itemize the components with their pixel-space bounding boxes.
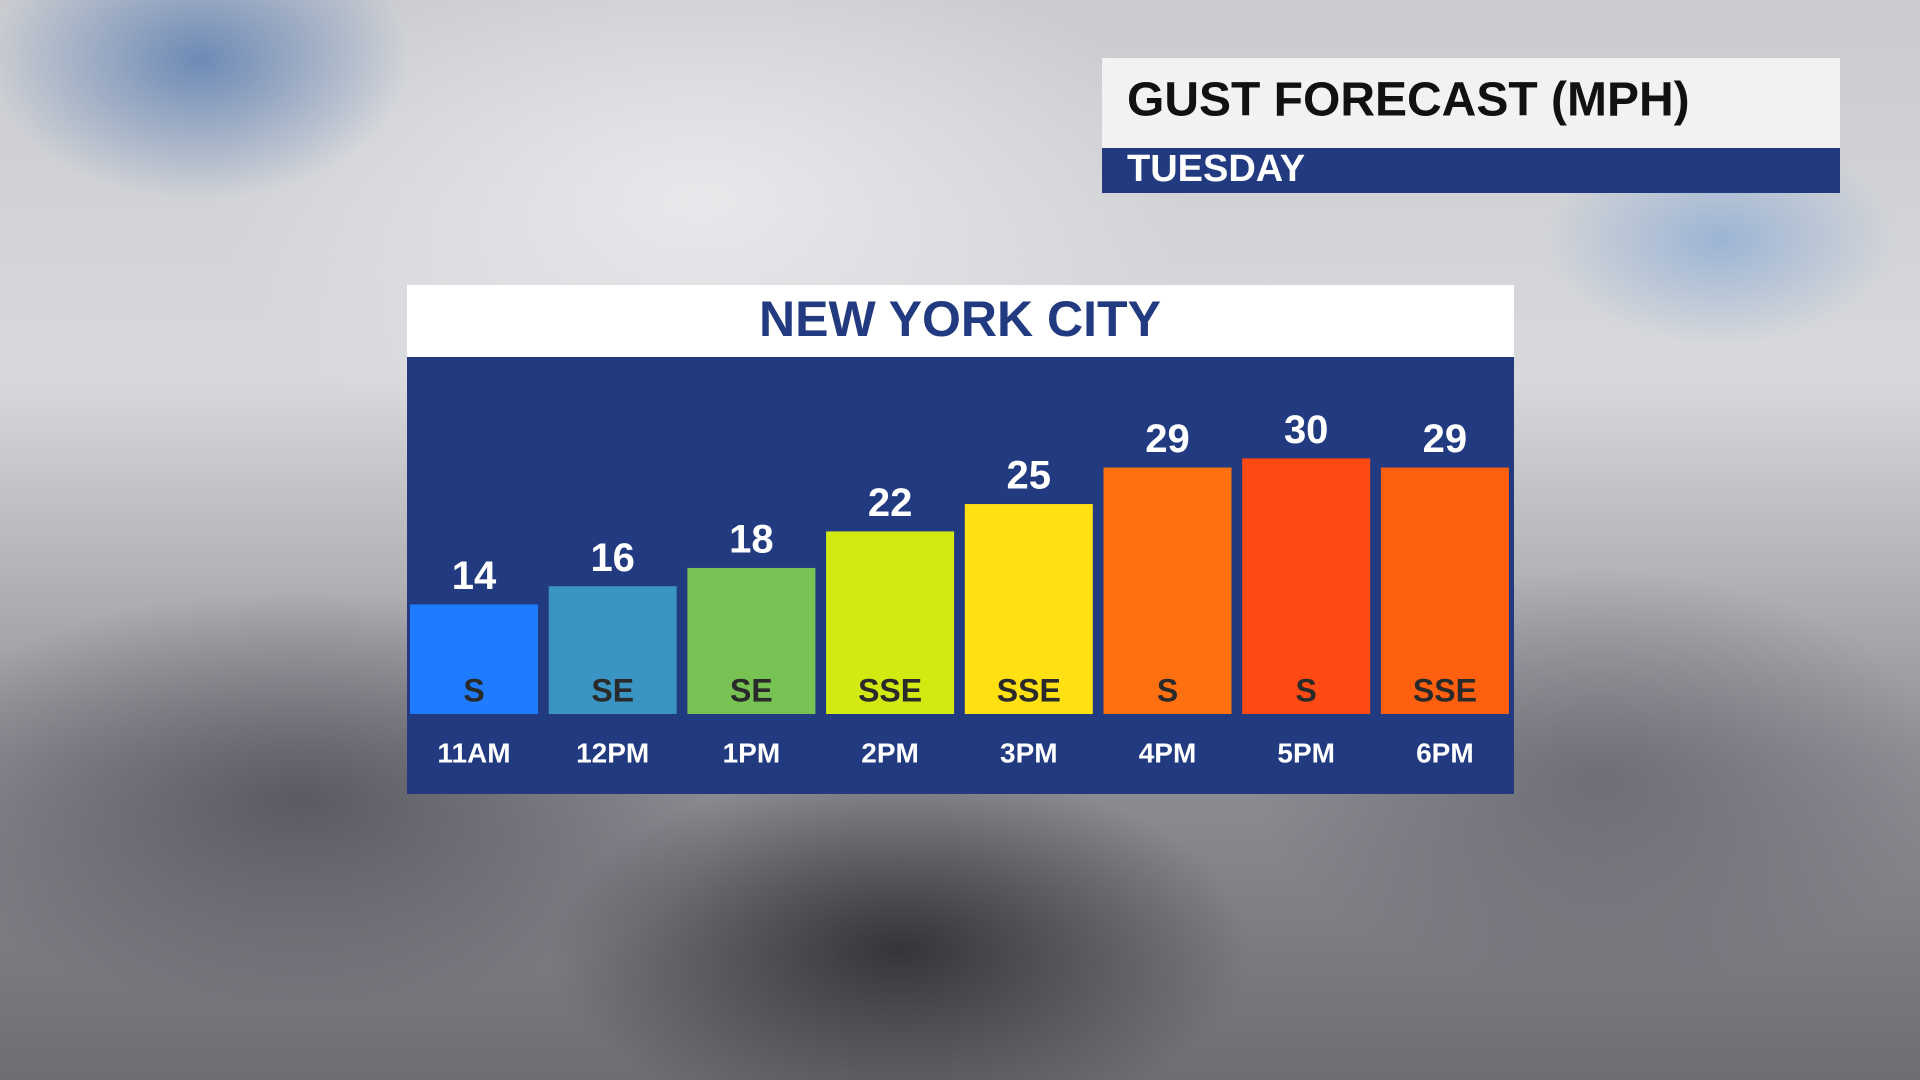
subtitle-box bbox=[1102, 148, 1840, 193]
bar bbox=[826, 531, 955, 714]
x-tick-label: 5PM bbox=[1277, 737, 1335, 768]
title-box bbox=[1102, 58, 1840, 148]
bar bbox=[548, 586, 677, 714]
x-tick-label: 2PM bbox=[861, 737, 919, 768]
chart-title: GUST FORECAST (MPH) bbox=[1127, 74, 1690, 127]
bar bbox=[964, 504, 1093, 714]
bar bbox=[1380, 467, 1509, 714]
direction-label: SE bbox=[730, 672, 773, 708]
panel-header bbox=[407, 285, 1514, 357]
value-label: 22 bbox=[868, 481, 913, 525]
bar bbox=[1242, 458, 1371, 714]
x-tick-label: 12PM bbox=[576, 737, 649, 768]
x-tick-label: 1PM bbox=[723, 737, 781, 768]
x-tick-label: 3PM bbox=[1000, 737, 1058, 768]
direction-label: S bbox=[463, 672, 484, 708]
bar bbox=[1103, 467, 1232, 714]
panel-title: NEW YORK CITY bbox=[759, 291, 1161, 347]
direction-label: SE bbox=[591, 672, 634, 708]
value-label: 30 bbox=[1284, 408, 1329, 452]
value-label: 29 bbox=[1423, 417, 1468, 461]
x-tick-label: 6PM bbox=[1416, 737, 1474, 768]
value-label: 16 bbox=[590, 536, 635, 580]
x-tick-label: 4PM bbox=[1139, 737, 1197, 768]
value-label: 18 bbox=[729, 518, 774, 562]
bar bbox=[687, 567, 816, 714]
value-label: 25 bbox=[1007, 454, 1052, 498]
direction-label: S bbox=[1296, 672, 1317, 708]
direction-label: S bbox=[1157, 672, 1178, 708]
direction-label: SSE bbox=[1413, 672, 1477, 708]
x-tick-label: 11AM bbox=[437, 737, 510, 768]
chart-subtitle: TUESDAY bbox=[1127, 148, 1305, 190]
value-label: 29 bbox=[1145, 417, 1190, 461]
direction-label: SSE bbox=[858, 672, 922, 708]
bar bbox=[410, 604, 538, 714]
value-label: 14 bbox=[452, 554, 497, 598]
direction-label: SSE bbox=[997, 672, 1061, 708]
